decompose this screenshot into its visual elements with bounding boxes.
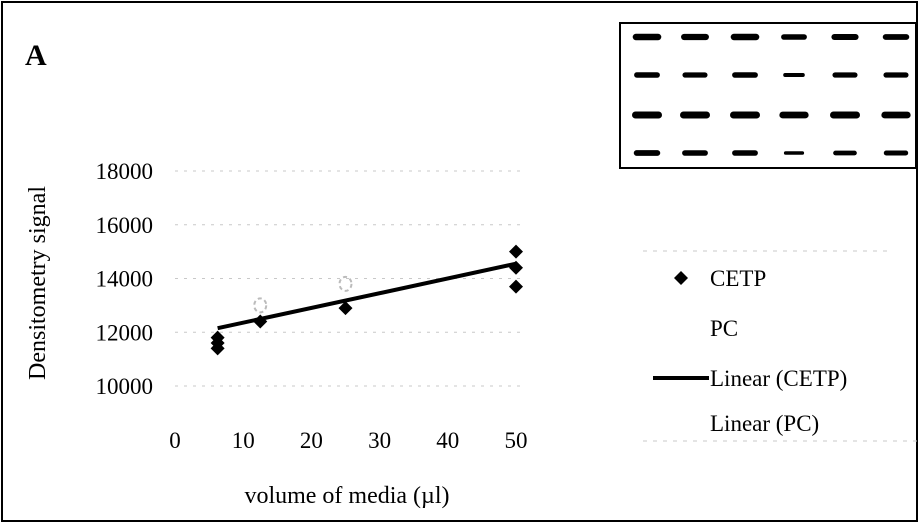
blot-band bbox=[730, 111, 760, 119]
blot-band bbox=[832, 72, 858, 78]
blot-band bbox=[732, 150, 758, 156]
x-tick-label: 20 bbox=[300, 428, 323, 453]
x-tick-label: 10 bbox=[232, 428, 255, 453]
blot-band bbox=[883, 72, 909, 78]
blot-band bbox=[783, 73, 805, 77]
x-tick-label: 0 bbox=[169, 428, 181, 453]
data-point-cetp bbox=[210, 330, 225, 345]
blot-band bbox=[682, 150, 708, 156]
blot-band bbox=[881, 111, 911, 119]
legend-key-cetp bbox=[674, 271, 688, 285]
y-tick-label: 16000 bbox=[96, 213, 154, 238]
data-point-pc bbox=[338, 275, 353, 292]
x-tick-label: 50 bbox=[505, 428, 528, 453]
blot-band bbox=[833, 150, 857, 156]
data-point-cetp bbox=[509, 244, 523, 259]
data-point-pc bbox=[253, 297, 268, 314]
blot-band bbox=[830, 111, 860, 119]
blot-band bbox=[783, 151, 805, 155]
data-point-cetp bbox=[509, 260, 523, 275]
data-point-cetp bbox=[509, 279, 523, 294]
blot-band bbox=[682, 72, 708, 78]
blot-band bbox=[831, 34, 859, 40]
blot-frame bbox=[619, 22, 917, 169]
legend-label: Linear (PC) bbox=[710, 411, 819, 436]
x-tick-labels: 0 10 20 30 40 50 bbox=[169, 428, 527, 453]
data-series bbox=[210, 244, 523, 356]
gridlines bbox=[175, 170, 521, 387]
blot-band bbox=[730, 33, 760, 41]
blot-band bbox=[883, 150, 909, 156]
legend-label: Linear (CETP) bbox=[710, 366, 847, 391]
data-point-cetp bbox=[253, 314, 268, 329]
x-axis-label: volume of media (µl) bbox=[244, 483, 449, 509]
blot-band bbox=[781, 34, 807, 40]
x-tick-label: 30 bbox=[368, 428, 391, 453]
blot-band bbox=[732, 72, 758, 78]
y-tick-labels: 10000 12000 14000 16000 18000 bbox=[96, 159, 154, 399]
blot-inset bbox=[619, 22, 917, 169]
blot-band bbox=[681, 33, 709, 41]
blot-band bbox=[632, 33, 662, 41]
legend-label: PC bbox=[710, 316, 738, 341]
y-axis-label: Densitometry signal bbox=[25, 186, 51, 380]
panel-label: A bbox=[25, 39, 47, 72]
trendline-cetp bbox=[217, 261, 517, 331]
legend: CETP PC Linear (CETP) Linear (PC) bbox=[643, 250, 918, 442]
blot-band bbox=[680, 111, 710, 119]
blot-band bbox=[634, 72, 660, 78]
blot-band bbox=[882, 34, 910, 40]
blot-band bbox=[633, 150, 661, 156]
y-tick-label: 12000 bbox=[96, 320, 154, 345]
data-point-cetp bbox=[338, 301, 353, 316]
trendlines bbox=[217, 261, 517, 331]
legend-label: CETP bbox=[710, 266, 766, 291]
y-tick-label: 18000 bbox=[96, 159, 154, 184]
x-tick-label: 40 bbox=[436, 428, 459, 453]
y-tick-label: 10000 bbox=[96, 374, 154, 399]
blot-band bbox=[779, 111, 809, 119]
blot-band bbox=[632, 111, 662, 119]
y-tick-label: 14000 bbox=[96, 267, 154, 292]
